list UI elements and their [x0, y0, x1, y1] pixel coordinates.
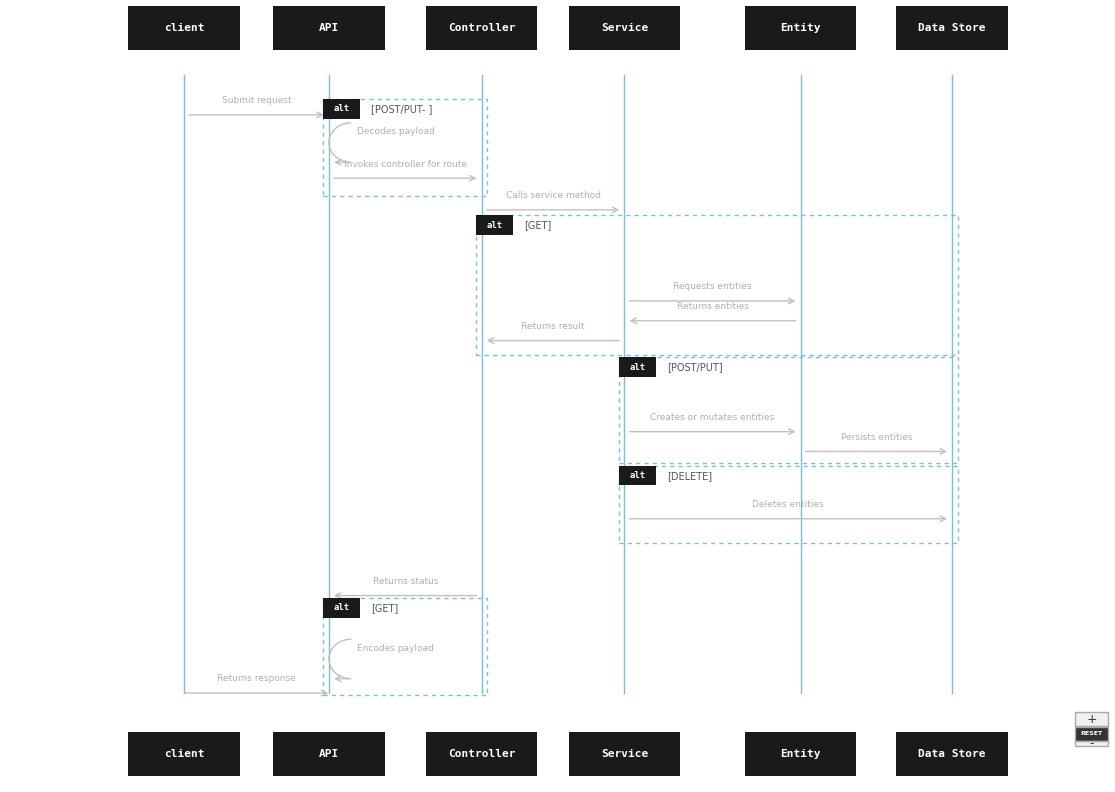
- Text: [POST/PUT- ]: [POST/PUT- ]: [371, 104, 433, 114]
- Text: Creates or mutates entities: Creates or mutates entities: [650, 413, 775, 422]
- FancyBboxPatch shape: [128, 732, 240, 776]
- FancyBboxPatch shape: [1075, 741, 1108, 746]
- Text: Persists entities: Persists entities: [841, 433, 912, 442]
- FancyBboxPatch shape: [619, 466, 656, 485]
- Text: alt: alt: [333, 105, 350, 113]
- Text: Returns response: Returns response: [217, 675, 295, 683]
- Text: Encodes payload: Encodes payload: [357, 644, 434, 653]
- FancyBboxPatch shape: [619, 357, 656, 377]
- FancyBboxPatch shape: [745, 6, 856, 50]
- Text: client: client: [164, 749, 204, 759]
- FancyBboxPatch shape: [323, 99, 360, 119]
- FancyBboxPatch shape: [128, 6, 240, 50]
- Text: Service: Service: [601, 23, 648, 32]
- Text: +: +: [1086, 713, 1097, 725]
- Text: [DELETE]: [DELETE]: [667, 470, 711, 481]
- FancyBboxPatch shape: [1075, 712, 1108, 726]
- Text: Returns result: Returns result: [522, 322, 584, 331]
- Text: alt: alt: [629, 471, 646, 480]
- Text: [GET]: [GET]: [371, 603, 398, 613]
- Text: Controller: Controller: [448, 23, 515, 32]
- Text: alt: alt: [333, 604, 350, 612]
- FancyBboxPatch shape: [569, 732, 680, 776]
- FancyBboxPatch shape: [476, 215, 513, 235]
- Text: Data Store: Data Store: [919, 23, 986, 32]
- Text: Requests entities: Requests entities: [673, 283, 752, 291]
- FancyBboxPatch shape: [896, 732, 1008, 776]
- Text: Submit request: Submit request: [222, 97, 291, 105]
- Text: alt: alt: [486, 221, 503, 230]
- Text: Invokes controller for route: Invokes controller for route: [343, 160, 467, 169]
- Text: API: API: [319, 23, 339, 32]
- Text: [POST/PUT]: [POST/PUT]: [667, 362, 723, 372]
- Text: Service: Service: [601, 749, 648, 759]
- Text: [GET]: [GET]: [524, 220, 551, 230]
- Text: Calls service method: Calls service method: [505, 192, 601, 200]
- FancyBboxPatch shape: [273, 6, 385, 50]
- FancyBboxPatch shape: [1075, 727, 1108, 741]
- Text: RESET: RESET: [1080, 732, 1103, 737]
- Text: API: API: [319, 749, 339, 759]
- FancyBboxPatch shape: [426, 6, 537, 50]
- Text: Decodes payload: Decodes payload: [357, 128, 435, 136]
- Text: client: client: [164, 23, 204, 32]
- Text: Data Store: Data Store: [919, 749, 986, 759]
- FancyBboxPatch shape: [273, 732, 385, 776]
- Text: Returns entities: Returns entities: [677, 303, 748, 311]
- FancyBboxPatch shape: [569, 6, 680, 50]
- Text: Entity: Entity: [780, 23, 821, 32]
- Text: Entity: Entity: [780, 749, 821, 759]
- Text: Returns status: Returns status: [372, 577, 438, 586]
- Text: alt: alt: [629, 363, 646, 371]
- FancyBboxPatch shape: [896, 6, 1008, 50]
- FancyBboxPatch shape: [745, 732, 856, 776]
- Text: -: -: [1089, 737, 1094, 750]
- FancyBboxPatch shape: [426, 732, 537, 776]
- Text: Controller: Controller: [448, 749, 515, 759]
- FancyBboxPatch shape: [323, 598, 360, 618]
- Text: Deletes entities: Deletes entities: [753, 501, 824, 509]
